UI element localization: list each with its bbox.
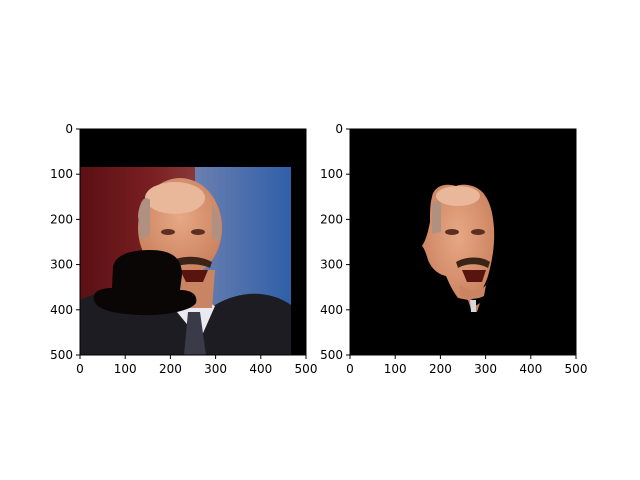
x-tick-label: 500	[565, 362, 588, 376]
x-tick-label: 500	[295, 362, 318, 376]
image-left-mouth	[180, 270, 208, 282]
x-tick-label: 300	[204, 362, 227, 376]
x-tick-label: 300	[474, 362, 497, 376]
y-tick-label: 400	[50, 303, 73, 317]
image-right-eye-left	[445, 229, 459, 235]
image-left-tie	[184, 312, 206, 355]
x-tick-label: 100	[384, 362, 407, 376]
image-right-mustache	[456, 257, 490, 268]
image-left-eye-right	[191, 229, 205, 235]
y-tick-label: 0	[335, 122, 343, 136]
x-tick-label: 0	[76, 362, 84, 376]
y-tick-label: 500	[320, 348, 343, 362]
image-left-bald-top	[145, 182, 205, 214]
image-left-hat	[93, 250, 197, 316]
y-tick-label: 400	[320, 303, 343, 317]
image-left	[80, 129, 306, 355]
y-tick-label: 300	[50, 258, 73, 272]
x-tick-label: 200	[429, 362, 452, 376]
image-right-eye-right	[471, 229, 485, 235]
x-tick-label: 400	[249, 362, 272, 376]
y-tick-label: 200	[320, 212, 343, 226]
y-tick-label: 500	[50, 348, 73, 362]
image-right-chin	[460, 284, 486, 299]
image-right	[350, 129, 576, 355]
image-left-side-hair	[138, 198, 150, 240]
image-right-shirt-sliver	[470, 300, 476, 312]
x-tick-label: 200	[159, 362, 182, 376]
y-tick-label: 100	[320, 167, 343, 181]
y-tick-label: 0	[65, 122, 73, 136]
image-right-bald-top	[436, 186, 480, 206]
image-left-right-black-strip	[291, 167, 306, 355]
axes-right-frame	[349, 128, 577, 356]
image-left-side-hair-right	[212, 205, 221, 240]
y-tick-label: 100	[50, 167, 73, 181]
image-left-eye-left	[161, 229, 175, 235]
image-right-mouth	[462, 270, 486, 282]
y-tick-label: 200	[50, 212, 73, 226]
y-tick-label: 300	[320, 258, 343, 272]
x-tick-label: 100	[114, 362, 137, 376]
axes-left-frame	[79, 128, 307, 356]
x-tick-label: 0	[346, 362, 354, 376]
image-right-side-hair	[432, 200, 441, 234]
x-tick-label: 400	[519, 362, 542, 376]
